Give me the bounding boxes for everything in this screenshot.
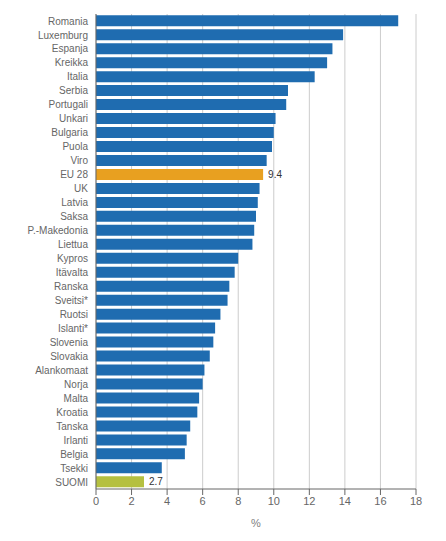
svg-text:SUOMI: SUOMI	[55, 477, 88, 488]
svg-text:Malta: Malta	[64, 393, 89, 404]
svg-text:Alankomaat: Alankomaat	[35, 365, 88, 376]
svg-text:Islanti*: Islanti*	[58, 323, 88, 334]
svg-text:Espanja: Espanja	[52, 43, 89, 54]
svg-text:Italia: Italia	[67, 71, 89, 82]
svg-text:Liettua: Liettua	[58, 239, 88, 250]
svg-text:Itävalta: Itävalta	[56, 267, 89, 278]
svg-text:P.-Makedonia: P.-Makedonia	[28, 225, 89, 236]
svg-text:Irlanti: Irlanti	[64, 435, 88, 446]
svg-text:14: 14	[339, 495, 351, 507]
svg-text:8: 8	[235, 495, 241, 507]
svg-text:Viro: Viro	[70, 155, 88, 166]
svg-text:10: 10	[268, 495, 280, 507]
svg-text:Kreikka: Kreikka	[55, 57, 89, 68]
svg-text:EU 28: EU 28	[60, 169, 88, 180]
svg-text:Tsekki: Tsekki	[60, 463, 88, 474]
svg-text:2.7: 2.7	[149, 476, 163, 487]
svg-text:Belgia: Belgia	[60, 449, 88, 460]
svg-text:Slovakia: Slovakia	[50, 351, 88, 362]
svg-text:2: 2	[128, 495, 134, 507]
svg-text:Ruotsi: Ruotsi	[60, 309, 88, 320]
svg-text:9.4: 9.4	[268, 169, 282, 180]
svg-text:Romania: Romania	[48, 16, 88, 27]
svg-text:Saksa: Saksa	[60, 211, 88, 222]
svg-text:Portugali: Portugali	[49, 99, 88, 110]
svg-text:Ranska: Ranska	[54, 281, 88, 292]
svg-text:Latvia: Latvia	[61, 197, 88, 208]
svg-text:Luxemburg: Luxemburg	[38, 30, 88, 41]
svg-text:12: 12	[303, 495, 315, 507]
svg-text:16: 16	[374, 495, 386, 507]
svg-text:UK: UK	[74, 183, 88, 194]
svg-text:Tanska: Tanska	[56, 421, 88, 432]
svg-text:Norja: Norja	[64, 379, 88, 390]
svg-text:Unkari: Unkari	[59, 113, 88, 124]
svg-text:Slovenia: Slovenia	[50, 337, 89, 348]
svg-text:18: 18	[410, 495, 422, 507]
svg-text:Kroatia: Kroatia	[56, 407, 88, 418]
svg-text:Puola: Puola	[62, 141, 88, 152]
svg-text:0: 0	[93, 495, 99, 507]
svg-text:6: 6	[200, 495, 206, 507]
svg-text:%: %	[251, 517, 261, 529]
svg-text:Bulgaria: Bulgaria	[51, 127, 88, 138]
svg-text:Serbia: Serbia	[59, 85, 88, 96]
svg-text:4: 4	[164, 495, 170, 507]
svg-text:Kypros: Kypros	[57, 253, 88, 264]
svg-text:Sveitsi*: Sveitsi*	[55, 295, 88, 306]
